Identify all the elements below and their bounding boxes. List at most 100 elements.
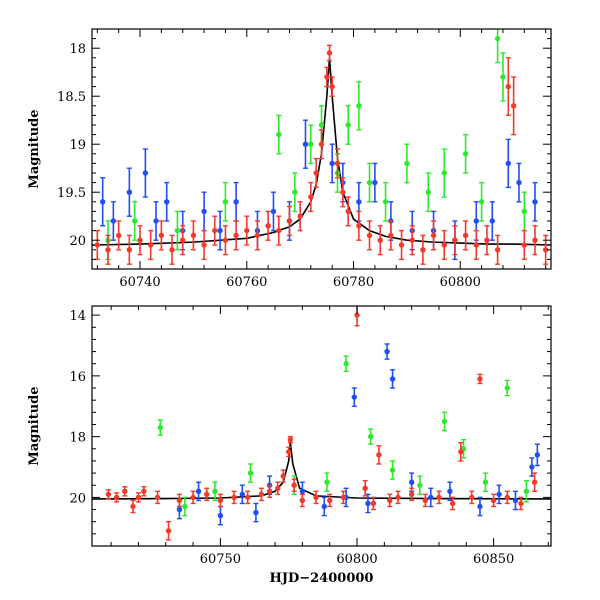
data-point bbox=[478, 181, 485, 222]
data-point bbox=[280, 469, 286, 483]
data-marker bbox=[329, 83, 335, 90]
x-tick-label: 60780 bbox=[333, 275, 374, 290]
data-point bbox=[389, 460, 396, 480]
data-point bbox=[340, 490, 347, 505]
data-marker bbox=[176, 497, 183, 504]
data-point bbox=[422, 493, 429, 508]
data-marker bbox=[436, 494, 442, 501]
data-marker bbox=[329, 160, 335, 167]
data-point bbox=[340, 177, 346, 208]
data-point bbox=[115, 220, 122, 251]
data-point bbox=[190, 490, 196, 505]
data-point bbox=[387, 493, 393, 508]
data-point bbox=[389, 369, 396, 389]
data-marker bbox=[212, 227, 218, 234]
data-marker bbox=[276, 227, 282, 234]
data-marker bbox=[362, 485, 368, 491]
data-marker bbox=[299, 497, 306, 504]
data-marker bbox=[105, 247, 111, 253]
data-marker bbox=[510, 103, 517, 109]
data-marker bbox=[496, 491, 502, 498]
data-point bbox=[505, 138, 512, 189]
data-marker bbox=[130, 503, 136, 510]
data-marker bbox=[518, 500, 524, 507]
data-point bbox=[276, 215, 282, 246]
data-marker bbox=[449, 500, 456, 507]
data-point bbox=[99, 177, 106, 227]
data-marker bbox=[345, 208, 351, 215]
y-tick-label: 18.5 bbox=[57, 90, 86, 105]
series-2 bbox=[94, 44, 549, 265]
data-marker bbox=[142, 170, 149, 176]
data-marker bbox=[247, 470, 254, 476]
data-point bbox=[201, 229, 207, 261]
data-point bbox=[321, 496, 327, 517]
data-point bbox=[367, 428, 374, 445]
data-point bbox=[377, 225, 383, 256]
data-point bbox=[473, 229, 479, 261]
data-marker bbox=[389, 467, 396, 473]
data-point bbox=[521, 191, 528, 232]
data-point bbox=[366, 162, 373, 203]
data-point bbox=[154, 490, 161, 505]
data-marker bbox=[158, 232, 165, 239]
data-point bbox=[441, 148, 447, 198]
data-point bbox=[265, 210, 271, 241]
data-marker bbox=[334, 160, 341, 167]
data-point bbox=[518, 496, 524, 511]
data-point bbox=[345, 196, 351, 227]
data-point bbox=[318, 129, 325, 160]
model-curve bbox=[92, 442, 551, 500]
data-marker bbox=[441, 242, 447, 248]
data-marker bbox=[458, 449, 464, 455]
data-marker bbox=[135, 494, 142, 501]
data-marker bbox=[494, 35, 501, 42]
data-point bbox=[153, 201, 159, 241]
top-panel: 60740 60760 60780 60800 18 18.5 19 19.5 20 Magnit… bbox=[27, 28, 552, 290]
data-marker bbox=[204, 491, 210, 498]
data-point bbox=[286, 446, 292, 458]
data-point bbox=[370, 496, 377, 511]
data-point bbox=[345, 105, 351, 145]
data-point bbox=[462, 133, 469, 174]
data-marker bbox=[409, 237, 415, 243]
data-marker bbox=[376, 452, 382, 458]
data-marker bbox=[377, 237, 383, 243]
data-marker bbox=[324, 74, 330, 80]
data-marker bbox=[441, 170, 447, 176]
data-point bbox=[126, 167, 133, 217]
data-marker bbox=[505, 83, 512, 90]
data-point bbox=[195, 481, 202, 502]
data-point bbox=[484, 225, 490, 256]
data-point bbox=[362, 479, 368, 497]
data-marker bbox=[176, 506, 183, 513]
data-marker bbox=[351, 394, 357, 400]
data-point bbox=[490, 493, 497, 508]
data-marker bbox=[534, 452, 541, 458]
data-point bbox=[254, 220, 261, 251]
series-0 bbox=[99, 119, 538, 261]
data-point bbox=[334, 148, 341, 179]
data-marker bbox=[542, 247, 549, 253]
data-marker bbox=[131, 218, 138, 224]
data-point bbox=[165, 520, 172, 541]
data-marker bbox=[99, 199, 106, 205]
data-marker bbox=[420, 247, 426, 253]
data-marker bbox=[395, 494, 401, 501]
data-marker bbox=[370, 500, 377, 507]
data-point bbox=[326, 493, 333, 508]
data-marker bbox=[113, 494, 120, 501]
data-point bbox=[469, 490, 475, 505]
data-point bbox=[388, 220, 394, 251]
data-point bbox=[532, 181, 538, 222]
data-marker bbox=[182, 503, 188, 510]
data-point bbox=[137, 225, 143, 256]
data-point bbox=[164, 181, 170, 222]
data-point bbox=[217, 210, 223, 251]
data-marker bbox=[201, 242, 207, 248]
data-point bbox=[148, 229, 154, 261]
data-marker bbox=[372, 179, 378, 186]
data-marker bbox=[153, 218, 159, 224]
data-point bbox=[496, 484, 502, 505]
